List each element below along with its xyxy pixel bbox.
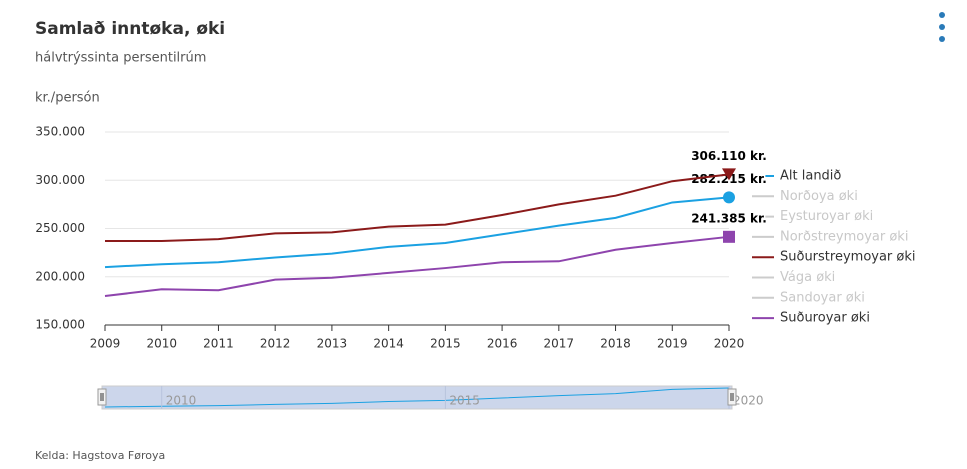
x-tick-label: 2016 xyxy=(487,337,518,351)
data-label: 306.110 kr. xyxy=(691,149,767,163)
y-axis-label: kr./persón xyxy=(35,91,100,106)
series-line xyxy=(104,235,730,298)
point-marker xyxy=(723,230,735,243)
x-tick-label: 2020 xyxy=(714,337,745,351)
navigator-line xyxy=(104,387,730,408)
navigator-handle[interactable] xyxy=(97,388,107,406)
menu-button[interactable] xyxy=(939,12,945,42)
x-tick-label: 2017 xyxy=(544,337,575,351)
x-tick-label: 2014 xyxy=(373,337,404,351)
y-tick-label: 350.000 xyxy=(35,125,85,139)
point-marker xyxy=(723,191,735,204)
data-label: 241.385 kr. xyxy=(691,211,767,225)
x-tick-label: 2013 xyxy=(317,337,348,351)
y-tick-label: 300.000 xyxy=(35,173,85,187)
x-tick-label: 2010 xyxy=(146,337,177,351)
navigator-tick-label: 2020 xyxy=(733,394,764,408)
menu-dot xyxy=(939,12,945,18)
point-marker xyxy=(722,168,736,181)
legend-label[interactable]: Eysturoyar øki xyxy=(780,209,873,224)
x-tick-label: 2012 xyxy=(260,337,291,351)
legend-label[interactable]: Suðurstreymoyar øki xyxy=(780,250,916,265)
source: Kelda: Hagstova Føroya xyxy=(35,449,165,462)
x-tick-label: 2009 xyxy=(90,337,121,351)
series-line xyxy=(105,173,730,243)
x-tick-label: 2018 xyxy=(600,337,631,351)
navigator-tick-label: 2015 xyxy=(449,394,480,408)
menu-dot xyxy=(939,24,945,30)
menu-dot xyxy=(939,36,945,42)
y-tick-label: 250.000 xyxy=(35,221,85,235)
x-tick-label: 2019 xyxy=(657,337,688,351)
chart-subtitle: hálvtrýssinta persentilrúm xyxy=(35,51,206,66)
legend-label[interactable]: Alt landið xyxy=(780,169,841,184)
legend-label[interactable]: Vága øki xyxy=(780,270,835,285)
x-tick-label: 2011 xyxy=(203,337,234,351)
chart-title: Samlað inntøka, øki xyxy=(35,19,225,39)
legend-label[interactable]: Norðoya øki xyxy=(780,189,858,204)
y-tick-label: 150.000 xyxy=(35,318,85,332)
legend-label[interactable]: Suðuroyar øki xyxy=(780,311,870,326)
x-tick-label: 2015 xyxy=(430,337,461,351)
navigator-tick-label: 2010 xyxy=(166,394,197,408)
y-tick-label: 200.000 xyxy=(35,269,85,283)
series-line xyxy=(104,196,730,269)
legend-label[interactable]: Sandoyar øki xyxy=(780,290,865,305)
navigator-handle[interactable] xyxy=(727,388,737,406)
legend-label[interactable]: Norðstreymoyar øki xyxy=(780,229,908,244)
